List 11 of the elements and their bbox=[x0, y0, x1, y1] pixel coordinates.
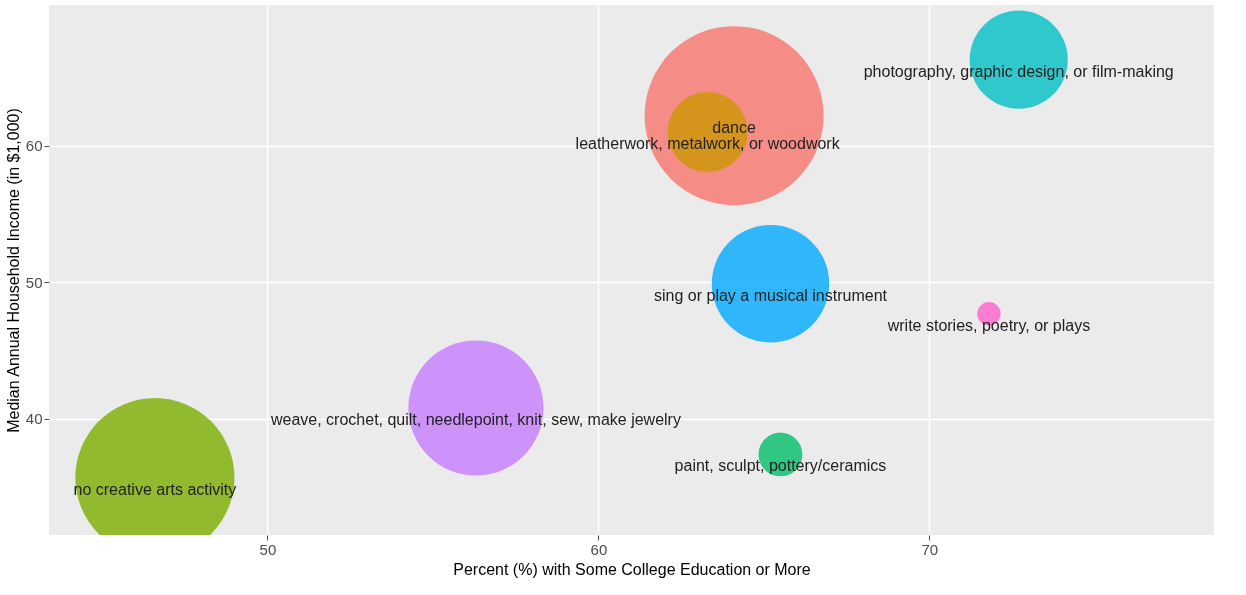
y-tick-label: 60 bbox=[25, 137, 43, 155]
y-axis-title: Median Annual Household Income (in $1,000) bbox=[4, 108, 22, 433]
x-tick-label: 70 bbox=[921, 540, 939, 558]
y-tick-label: 50 bbox=[25, 273, 43, 291]
series-label: weave, crochet, quilt, needlepoint, knit, sew, make jewelry bbox=[269, 410, 681, 428]
y-tick-label: 40 bbox=[25, 410, 43, 428]
x-axis-title: Percent (%) with Some College Education or More bbox=[453, 560, 811, 578]
x-tick-label: 60 bbox=[590, 540, 608, 558]
series-label: write stories, poetry, or plays bbox=[886, 316, 1091, 334]
series-label: leatherwork, metalwork, or woodwork bbox=[575, 135, 841, 153]
x-tick-label: 50 bbox=[259, 540, 277, 558]
